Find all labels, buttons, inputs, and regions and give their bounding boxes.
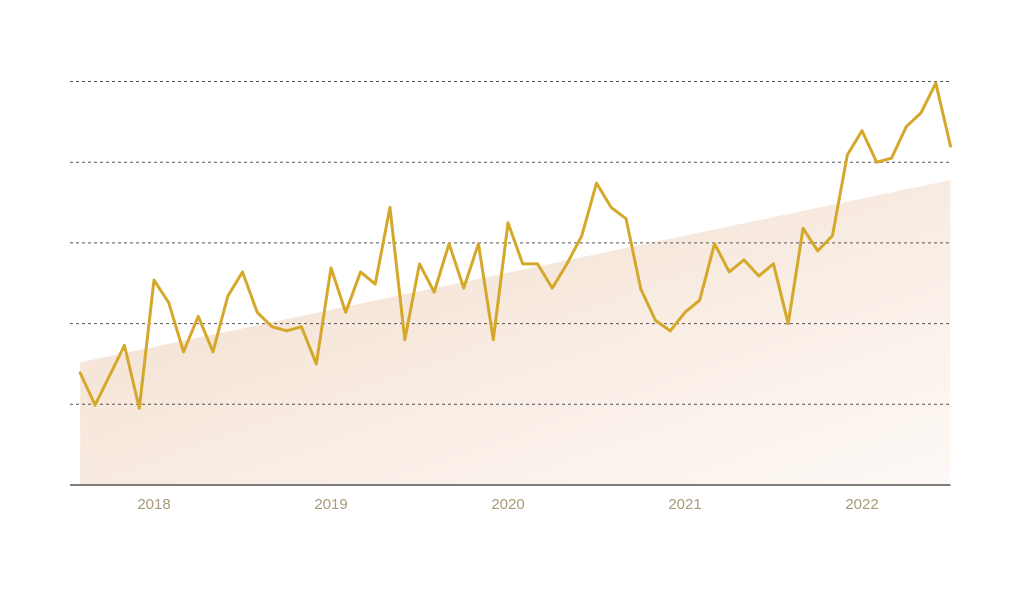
x-tick-label: 2021	[668, 496, 701, 513]
data-line	[78, 81, 952, 410]
x-tick-label: 2018	[137, 496, 170, 513]
x-tick-label: 2019	[314, 496, 347, 513]
x-tick-label: 2020	[491, 496, 524, 513]
trend-area	[80, 179, 951, 486]
x-tick-label: 2022	[845, 496, 878, 513]
